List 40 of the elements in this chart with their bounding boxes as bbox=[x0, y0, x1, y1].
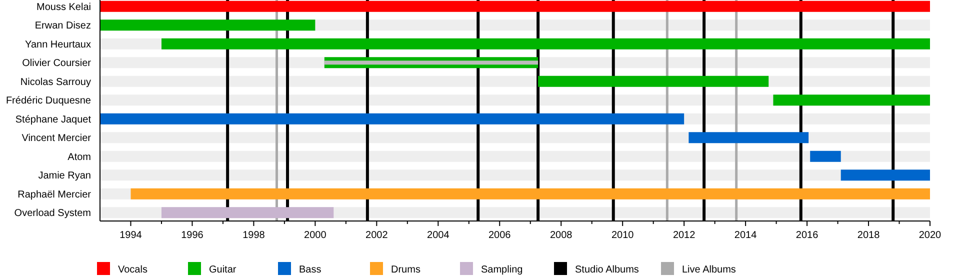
y-tick-label: Atom bbox=[68, 152, 91, 163]
bar bbox=[161, 207, 334, 218]
legend-label: Vocals bbox=[118, 264, 148, 276]
legend-label: Live Albums bbox=[682, 264, 736, 276]
y-tick-label: Overload System bbox=[14, 208, 91, 220]
y-tick-label: Nicolas Sarrouy bbox=[20, 76, 91, 88]
y-tick-label: Frédéric Duquesne bbox=[6, 96, 92, 107]
x-tick-label: 2000 bbox=[304, 230, 327, 241]
y-tick-label: Yann Heurtaux bbox=[25, 39, 91, 50]
legend-label: Sampling bbox=[481, 264, 523, 276]
bar bbox=[538, 76, 769, 87]
bar bbox=[840, 170, 930, 181]
bar bbox=[810, 150, 841, 162]
y-tick-label: Erwan Disez bbox=[34, 20, 91, 32]
bar bbox=[324, 60, 538, 65]
y-tick-label: Olivier Coursier bbox=[22, 58, 92, 70]
x-tick-label: 2006 bbox=[488, 230, 512, 241]
legend-label: Bass bbox=[299, 264, 322, 276]
legend-label: Guitar bbox=[209, 264, 237, 276]
bar bbox=[688, 132, 809, 144]
x-tick-label: 2008 bbox=[550, 230, 573, 241]
legend-label: Studio Albums bbox=[575, 264, 639, 276]
y-tick-label: Jamie Ryan bbox=[38, 170, 91, 182]
x-tick-label: 1994 bbox=[120, 230, 142, 241]
x-tick-label: 2012 bbox=[672, 230, 696, 241]
x-tick-label: 1996 bbox=[181, 230, 204, 241]
y-tick-label: Raphaël Mercier bbox=[18, 189, 92, 200]
x-tick-label: 2004 bbox=[427, 230, 450, 241]
legend-label: Drums bbox=[391, 264, 420, 276]
y-tick-label: Vincent Mercier bbox=[22, 133, 92, 144]
x-tick-label: 2020 bbox=[918, 230, 942, 241]
x-tick-label: 2018 bbox=[857, 230, 880, 241]
x-tick-label: 2014 bbox=[734, 230, 758, 241]
x-tick-label: 2016 bbox=[796, 230, 819, 241]
x-tick-label: 2010 bbox=[611, 230, 634, 241]
y-tick-label: Mouss Kelai bbox=[36, 2, 91, 13]
bar bbox=[773, 94, 930, 106]
x-tick-label: 1998 bbox=[242, 230, 266, 241]
x-tick-label: 2002 bbox=[366, 230, 388, 241]
y-tick-label: Stéphane Jaquet bbox=[15, 114, 92, 126]
